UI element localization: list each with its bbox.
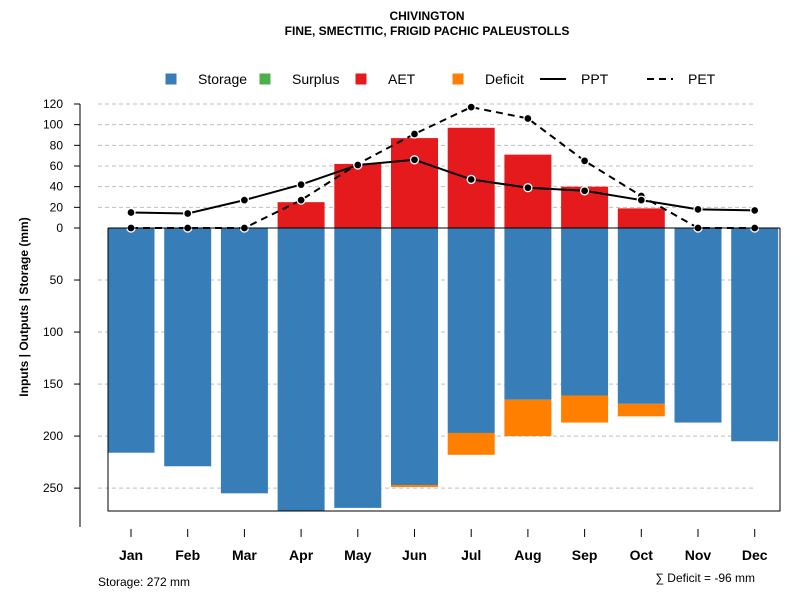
plot-frame [107,228,781,512]
y-tick-label-lower-2: 150 [43,377,63,391]
y-tick-label-upper-1: 20 [50,200,64,214]
pet-point-aug [523,113,533,124]
storage-bar-apr [277,228,325,511]
chart-title: CHIVINGTON [389,9,464,23]
legend-label-storage: Storage [198,71,247,87]
ppt-point-jun [409,155,420,165]
chart-subtitle: FINE, SMECTITIC, FRIGID PACHIC PALEUSTOL… [285,24,570,38]
aet-bar-apr [277,202,325,228]
x-tick-label-aug: Aug [514,547,541,563]
x-tick-label-mar: Mar [232,547,257,563]
y-tick-label-lower-4: 250 [43,481,63,495]
legend-swatch-surplus [259,73,271,85]
ppt-point-dec [750,205,760,216]
storage-bar-feb [164,228,212,467]
ppt-point-jan [126,207,136,218]
x-tick-label-nov: Nov [685,547,712,563]
ppt-point-nov [693,204,703,215]
y-tick-label-upper-2: 40 [50,180,64,194]
y-tick-label-lower-0: 50 [50,273,64,287]
storage-bar-nov [674,228,722,423]
legend-label-pet: PET [688,71,716,87]
pet-point-jul [466,102,476,112]
storage-bar-sep [561,228,609,396]
y-tick-label-upper-3: 60 [50,159,64,173]
y-tick-label-upper-4: 80 [50,138,64,152]
y-tick-label-lower-3: 200 [43,429,63,443]
ppt-point-feb [183,208,193,219]
legend: Storage Surplus AET Deficit PPT PET [165,71,716,87]
deficit-bar-sep [561,395,609,423]
axes: 0 20 40 60 80 100 120 50 100 150 200 250 Jan Feb Mar Ap… [43,97,781,563]
legend-label-ppt: PPT [581,71,609,87]
deficit-bar-jun [391,484,438,488]
y-axis-label: Inputs | Outputs | Storage (mm) [17,217,31,396]
x-tick-label-jan: Jan [119,547,143,563]
deficit-bar-jul [447,432,495,455]
x-tick-label-apr: Apr [289,547,314,563]
ppt-point-jul [466,174,476,185]
deficit-bar-aug [504,399,552,437]
ppt-point-may [353,160,363,170]
storage-bar-may [334,228,382,508]
ppt-point-aug [523,183,533,193]
x-tick-label-sep: Sep [572,547,598,563]
legend-label-deficit: Deficit [485,71,524,87]
storage-bar-dec [731,228,779,442]
aet-bar-may [334,163,382,228]
x-tick-label-may: May [344,547,371,563]
y-tick-label-lower-1: 100 [43,325,63,339]
pet-point-sep [579,156,590,166]
legend-label-surplus: Surplus [292,71,339,87]
ppt-point-apr [296,179,306,190]
y-tick-label-upper-5: 100 [43,118,63,132]
storage-bar-jan [107,228,155,453]
storage-bar-mar [220,228,268,494]
storage-bar-jul [447,228,495,433]
x-tick-label-jun: Jun [402,547,427,563]
y-tick-label-upper-0: 0 [56,221,63,235]
legend-swatch-aet [355,73,367,85]
aet-bar-jun [391,138,438,228]
deficit-bar-oct [617,403,665,417]
bars [107,127,779,511]
deficit-note: ∑ Deficit = -96 mm [655,571,755,585]
aet-bar-oct [617,208,665,228]
ppt-point-oct [636,195,646,205]
pet-point-jun [409,129,420,139]
storage-bar-jun [391,228,438,485]
legend-swatch-deficit [452,73,464,85]
y-tick-label-upper-6: 120 [43,97,63,111]
storage-note: Storage: 272 mm [98,575,190,589]
x-tick-label-feb: Feb [175,547,200,563]
pet-point-apr [296,195,306,205]
storage-bar-oct [617,228,665,404]
ppt-point-mar [239,195,250,205]
x-tick-label-jul: Jul [461,547,481,563]
storage-bar-aug [504,228,552,400]
legend-swatch-storage [165,73,177,85]
legend-label-aet: AET [388,71,416,87]
x-tick-label-dec: Dec [742,547,768,563]
x-tick-label-oct: Oct [630,547,654,563]
ppt-line [130,158,755,215]
ppt-point-sep [579,186,590,196]
